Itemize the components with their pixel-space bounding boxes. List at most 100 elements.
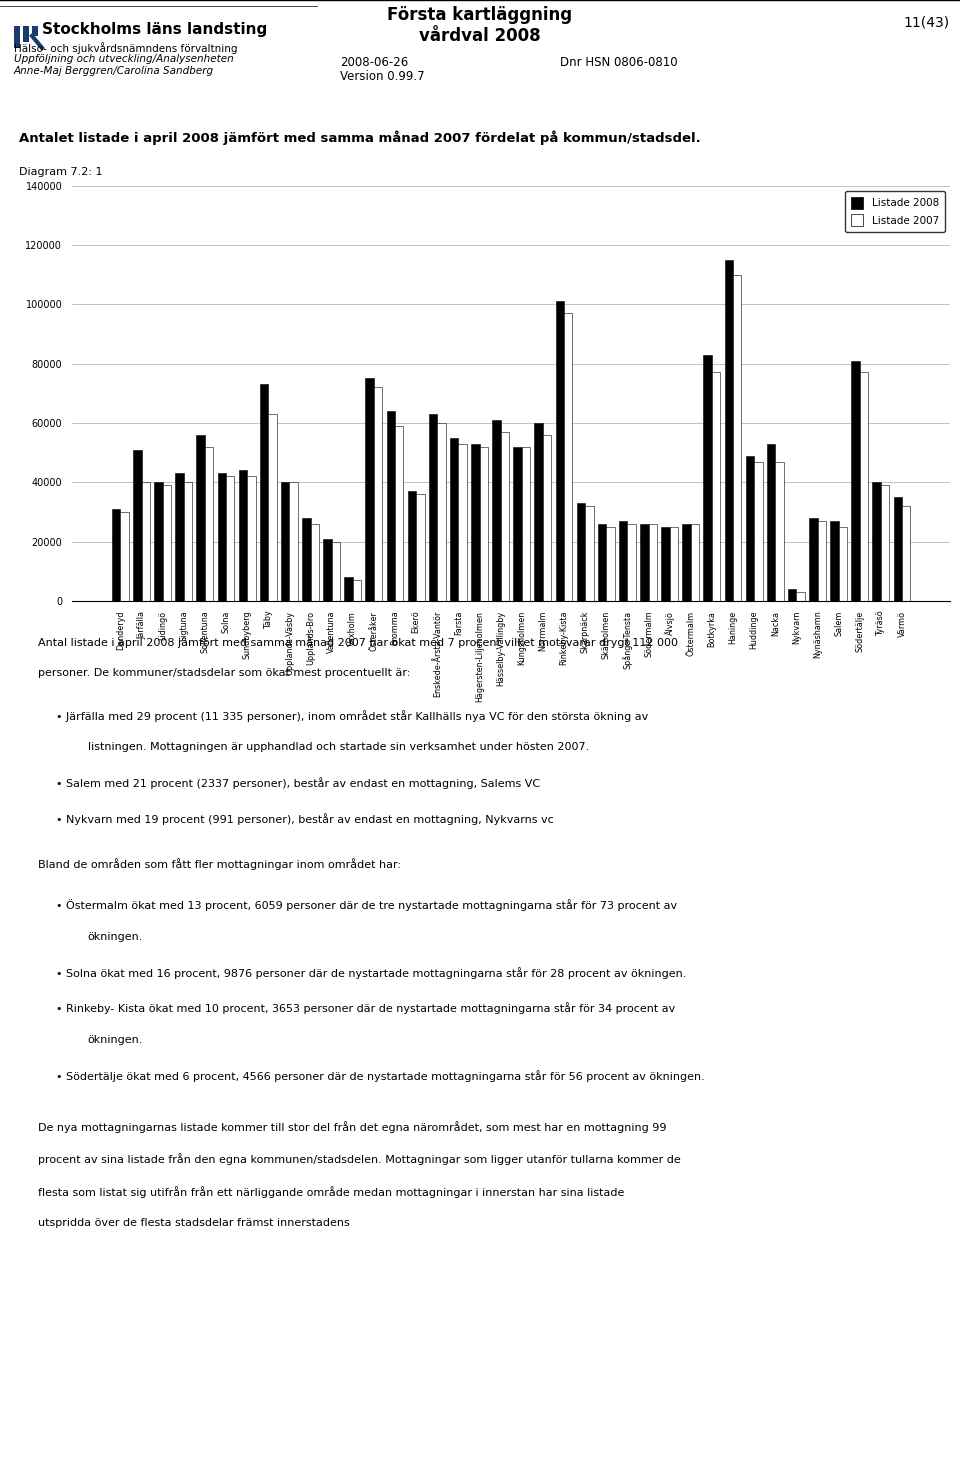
Bar [112,509,120,601]
Text: procent av sina listade från den egna kommunen/stadsdelen. Mottagningar som ligg: procent av sina listade från den egna ko… [38,1153,682,1165]
Text: Hälso- och sjukvårdsnämndens förvaltning: Hälso- och sjukvårdsnämndens förvaltning [14,42,237,53]
Bar [471,444,479,601]
Bar [640,524,649,601]
Bar [746,456,755,601]
Bar [881,485,889,601]
Bar [162,485,171,601]
Text: Stockholms läns landsting: Stockholms läns landsting [42,22,267,37]
Bar [522,447,530,601]
Bar [289,482,298,601]
Bar [23,25,29,42]
Bar [120,512,129,601]
Bar [408,491,416,601]
Text: Anne-Maj Berggren/Carolina Sandberg: Anne-Maj Berggren/Carolina Sandberg [14,65,214,76]
Text: • Salem med 21 procent (2337 personer), består av endast en mottagning, Salems V: • Salem med 21 procent (2337 personer), … [57,778,540,789]
Bar [268,414,276,601]
Text: Version 0.99.7: Version 0.99.7 [340,70,424,83]
Bar [479,447,488,601]
Text: flesta som listat sig utifrån från ett närliggande område medan mottagningar i i: flesta som listat sig utifrån från ett n… [38,1186,625,1198]
Text: Bland de områden som fått fler mottagningar inom området har:: Bland de områden som fått fler mottagnin… [38,858,401,870]
Bar [324,539,331,601]
Text: • Solna ökat med 16 procent, 9876 personer där de nystartade mottagningarna står: • Solna ökat med 16 procent, 9876 person… [57,968,686,979]
Bar [873,482,881,601]
Legend: Listade 2008, Listade 2007: Listade 2008, Listade 2007 [845,191,946,233]
Bar [260,384,268,601]
Bar [247,476,255,601]
Bar [556,301,564,601]
Text: 11(43): 11(43) [904,16,950,30]
Bar [429,414,437,601]
Bar [437,423,445,601]
Bar [725,260,733,601]
Bar [755,462,762,601]
Bar [416,494,424,601]
Text: Antalet listade i april 2008 jämfört med samma månad 2007 fördelat på kommun/sta: Antalet listade i april 2008 jämfört med… [19,131,701,144]
Bar [683,524,691,601]
Bar [691,524,699,601]
Bar [395,426,403,601]
Text: utspridda över de flesta stadsdelar främst innerstadens: utspridda över de flesta stadsdelar främ… [38,1218,350,1227]
Text: Uppföljning och utveckling/Analysenheten: Uppföljning och utveckling/Analysenheten [14,53,233,64]
Bar [458,444,467,601]
Bar [141,482,150,601]
Bar [373,387,382,601]
Bar [133,450,141,601]
Text: Dnr HSN 0806-0810: Dnr HSN 0806-0810 [560,56,678,68]
Bar [607,527,614,601]
Bar [331,542,340,601]
Bar [281,482,289,601]
Bar [670,527,678,601]
Text: personer. De kommuner/stadsdelar som ökat mest procentuellt är:: personer. De kommuner/stadsdelar som öka… [38,668,411,678]
Bar [661,527,670,601]
Bar [32,25,38,36]
Text: • Nykvarn med 19 procent (991 personer), består av endast en mottagning, Nykvarn: • Nykvarn med 19 procent (991 personer),… [57,813,554,825]
Bar [387,411,395,601]
Bar [839,527,847,601]
Text: Första kartläggning
vårdval 2008: Första kartläggning vårdval 2008 [388,6,572,45]
Bar [514,447,522,601]
Bar [860,372,868,601]
Text: • Södertälje ökat med 6 procent, 4566 personer där de nystartade mottagningarna : • Södertälje ökat med 6 procent, 4566 pe… [57,1070,705,1082]
Text: ökningen.: ökningen. [87,1034,143,1045]
Bar [450,438,458,601]
Bar [628,524,636,601]
Bar [492,420,500,601]
Bar [776,462,783,601]
Bar [902,506,910,601]
Bar [852,361,860,601]
Bar [352,580,361,601]
Bar [809,518,818,601]
Bar [788,589,797,601]
Text: listningen. Mottagningen är upphandlad och startade sin verksamhet under hösten : listningen. Mottagningen är upphandlad o… [87,742,588,752]
Bar [598,524,607,601]
Bar [767,444,776,601]
Bar [649,524,657,601]
Bar [797,592,804,601]
Bar [894,497,902,601]
Bar [204,447,213,601]
Bar [500,432,509,601]
Bar [586,506,593,601]
Bar [302,518,310,601]
Bar [704,355,712,601]
Text: Diagram 7.2: 1: Diagram 7.2: 1 [19,168,103,177]
Bar [310,524,319,601]
Bar [176,473,183,601]
Text: Antal listade i april 2008 jämfört med samma månad 2007 har ökat med 7 procent v: Antal listade i april 2008 jämfört med s… [38,637,679,649]
Bar [535,423,543,601]
Text: • Järfälla med 29 procent (11 335 personer), inom området står Kallhälls nya VC : • Järfälla med 29 procent (11 335 person… [57,709,649,721]
Text: ökningen.: ökningen. [87,932,143,942]
Bar [564,313,572,601]
Bar [155,482,162,601]
Bar [226,476,234,601]
Bar [218,473,226,601]
Bar [183,482,192,601]
Bar [345,577,352,601]
Text: De nya mottagningarnas listade kommer till stor del från det egna närområdet, so: De nya mottagningarnas listade kommer ti… [38,1122,667,1134]
Text: • Östermalm ökat med 13 procent, 6059 personer där de tre nystartade mottagninga: • Östermalm ökat med 13 procent, 6059 pe… [57,899,678,911]
Bar [818,521,826,601]
Bar [712,372,720,601]
Bar [830,521,839,601]
Text: • Rinkeby- Kista ökat med 10 procent, 3653 personer där de nystartade mottagning: • Rinkeby- Kista ökat med 10 procent, 36… [57,1002,676,1014]
Text: 2008-06-26: 2008-06-26 [340,56,408,68]
